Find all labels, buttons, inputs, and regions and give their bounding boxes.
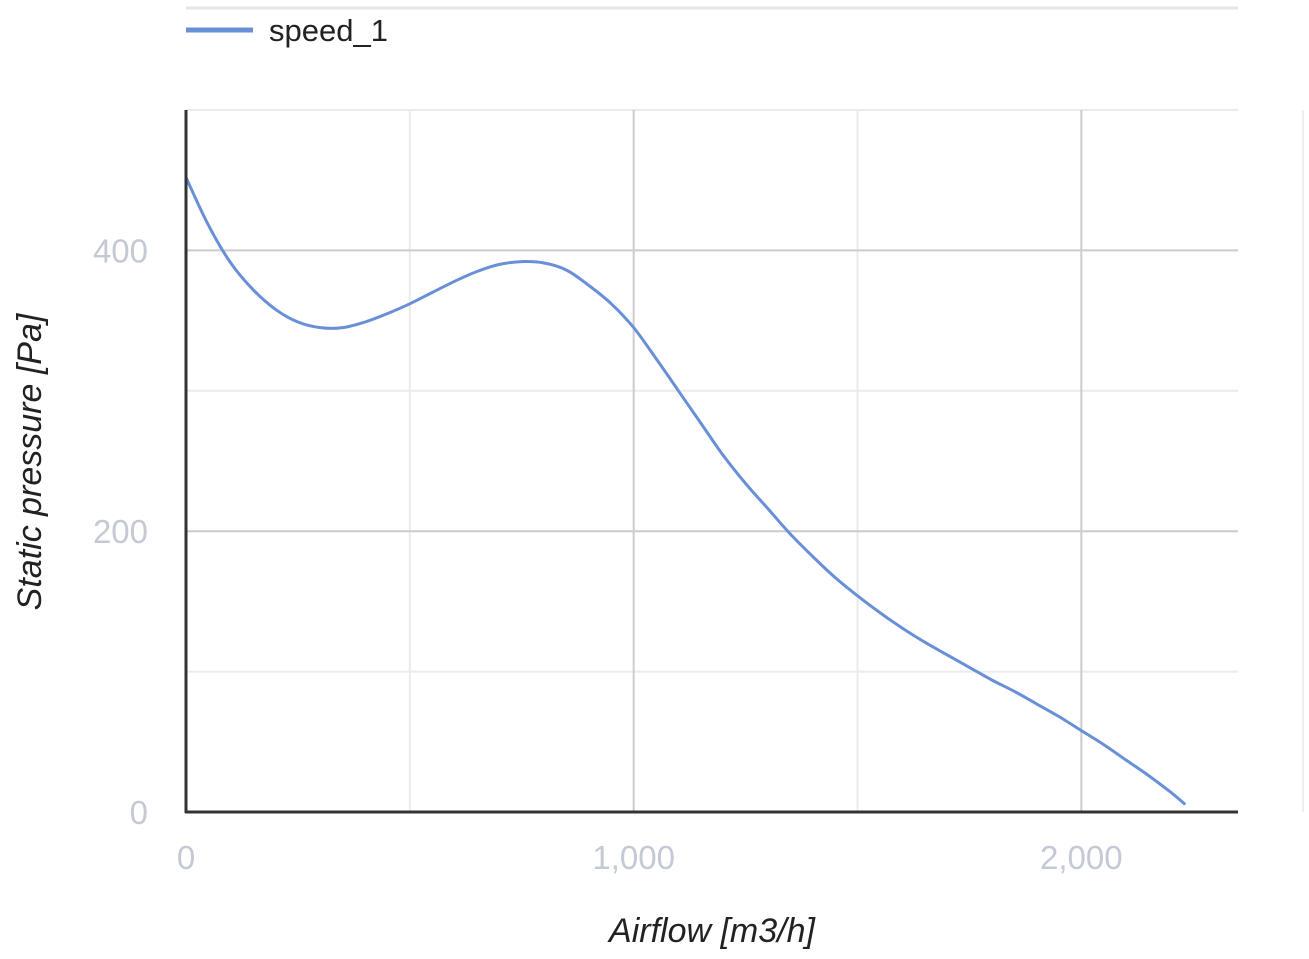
- tick-labels: 0 1,000 2,000 0 200 400: [93, 232, 1123, 876]
- y-tick-label: 200: [93, 513, 148, 550]
- y-axis-label: Static pressure [Pa]: [11, 312, 49, 610]
- y-tick-label: 400: [93, 232, 148, 269]
- x-tick-label: 1,000: [592, 839, 675, 876]
- x-axis-label: Airflow [m3/h]: [607, 912, 816, 950]
- grid: [186, 109, 1238, 812]
- legend-label: speed_1: [269, 13, 388, 48]
- legend: speed_1: [186, 13, 388, 48]
- series-line-speed_1: [184, 175, 1186, 806]
- axes: [184, 110, 1238, 814]
- x-tick-label: 0: [177, 839, 195, 876]
- x-tick-label: 2,000: [1040, 839, 1123, 876]
- series-layer: [184, 175, 1186, 806]
- y-tick-label: 0: [130, 794, 148, 831]
